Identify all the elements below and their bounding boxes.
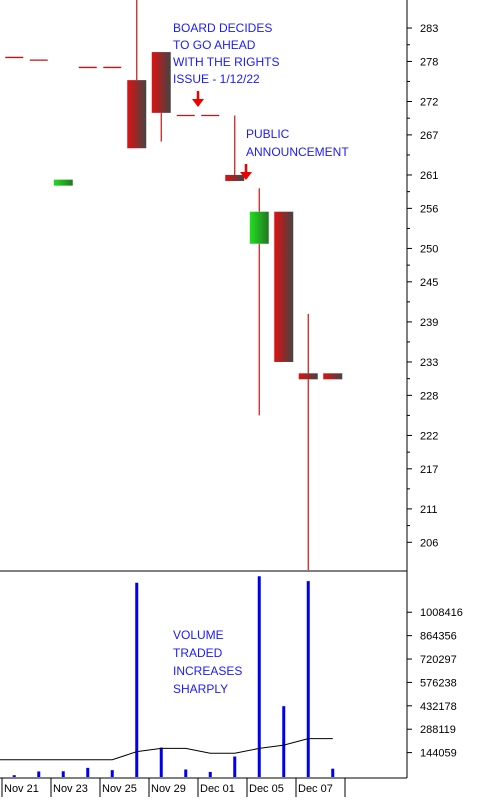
candle-body [274,211,294,362]
candle-body [298,373,318,380]
volume-tick-label: 144059 [420,748,457,760]
volume-annotation-line-4: SHARPLY [173,682,228,696]
price-tick-label: 250 [420,243,438,255]
volume-bar [159,747,163,777]
volume-bar [331,768,335,777]
date-axis: Nov 21 Nov 23 Nov 25 Nov 29 Dec 01 Dec 05 Dec … [1,778,346,797]
price-tick-label: 211 [420,504,438,516]
volume-bar [208,771,212,777]
price-axis: 283 278 272 267 261 256 250 245 239 233 228 222 217 2… [407,23,438,549]
volume-tick-label: 288119 [420,724,456,736]
public-annotation-line-1: PUBLIC [246,127,290,141]
volume-bar [233,756,237,777]
volume-tick-label: 864356 [420,631,457,643]
volume-bar [306,581,310,777]
price-tick-label: 228 [420,390,438,402]
price-tick-label: 239 [420,317,438,329]
board-annotation-line-1: BOARD DECIDES [173,21,272,35]
volume-bar [61,771,65,777]
annotations: BOARD DECIDES TO GO AHEAD WITH THE RIGHT… [173,21,349,696]
volume-annotation-line-2: TRADED [173,646,223,660]
volume-bar [282,706,286,777]
volume-moving-average [0,738,333,761]
candle-body [249,211,269,244]
board-annotation-line-4: ISSUE - 1/12/22 [173,72,260,86]
candle-body [53,179,73,186]
date-label: Nov 25 [102,783,137,795]
volume-axis: 1008416 864356 720297 576238 432178 288119 144… [407,607,463,760]
candle-body [127,80,147,149]
date-label: Dec 07 [298,783,333,795]
chart-frame [0,0,408,779]
volume-bar [184,769,188,777]
price-tick-label: 217 [420,464,438,476]
public-arrow-icon [240,164,252,180]
volume-bar [257,576,261,777]
date-label: Dec 05 [249,783,284,795]
candles [5,0,343,570]
board-annotation-line-3: WITH THE RIGHTS [173,55,279,69]
date-label: Nov 23 [53,783,88,795]
volume-ma-line [0,738,333,761]
volume-tick-label: 432178 [420,701,457,713]
board-annotation-line-2: TO GO AHEAD [173,38,256,52]
price-tick-label: 261 [420,170,438,182]
candle-body [225,174,245,181]
volume-tick-label: 576238 [420,677,457,689]
volume-annotation-line-3: INCREASES [173,664,242,678]
price-tick-label: 283 [420,23,438,35]
volume-annotation-line-1: VOLUME [173,628,224,642]
volume-bar [86,767,90,777]
volume-bars [12,576,335,777]
date-label: Dec 01 [200,783,235,795]
volume-bar [110,770,114,777]
price-tick-label: 222 [420,430,438,442]
volume-tick-label: 1008416 [420,607,463,619]
price-tick-label: 233 [420,357,438,369]
price-tick-label: 245 [420,277,438,289]
candle-body [151,52,171,113]
volume-tick-label: 720297 [420,654,457,666]
candle-body [323,373,343,380]
board-arrow-icon [192,91,204,107]
volume-bar [12,775,16,777]
volume-bar [135,582,139,777]
price-tick-label: 278 [420,56,438,68]
price-tick-label: 256 [420,203,438,215]
price-tick-label: 272 [420,97,438,109]
date-label: Nov 29 [151,783,186,795]
price-tick-label: 206 [420,537,438,549]
price-tick-label: 267 [420,130,438,142]
public-annotation-line-2: ANNOUNCEMENT [246,145,349,159]
volume-bar [37,771,41,777]
date-label: Nov 21 [4,783,39,795]
